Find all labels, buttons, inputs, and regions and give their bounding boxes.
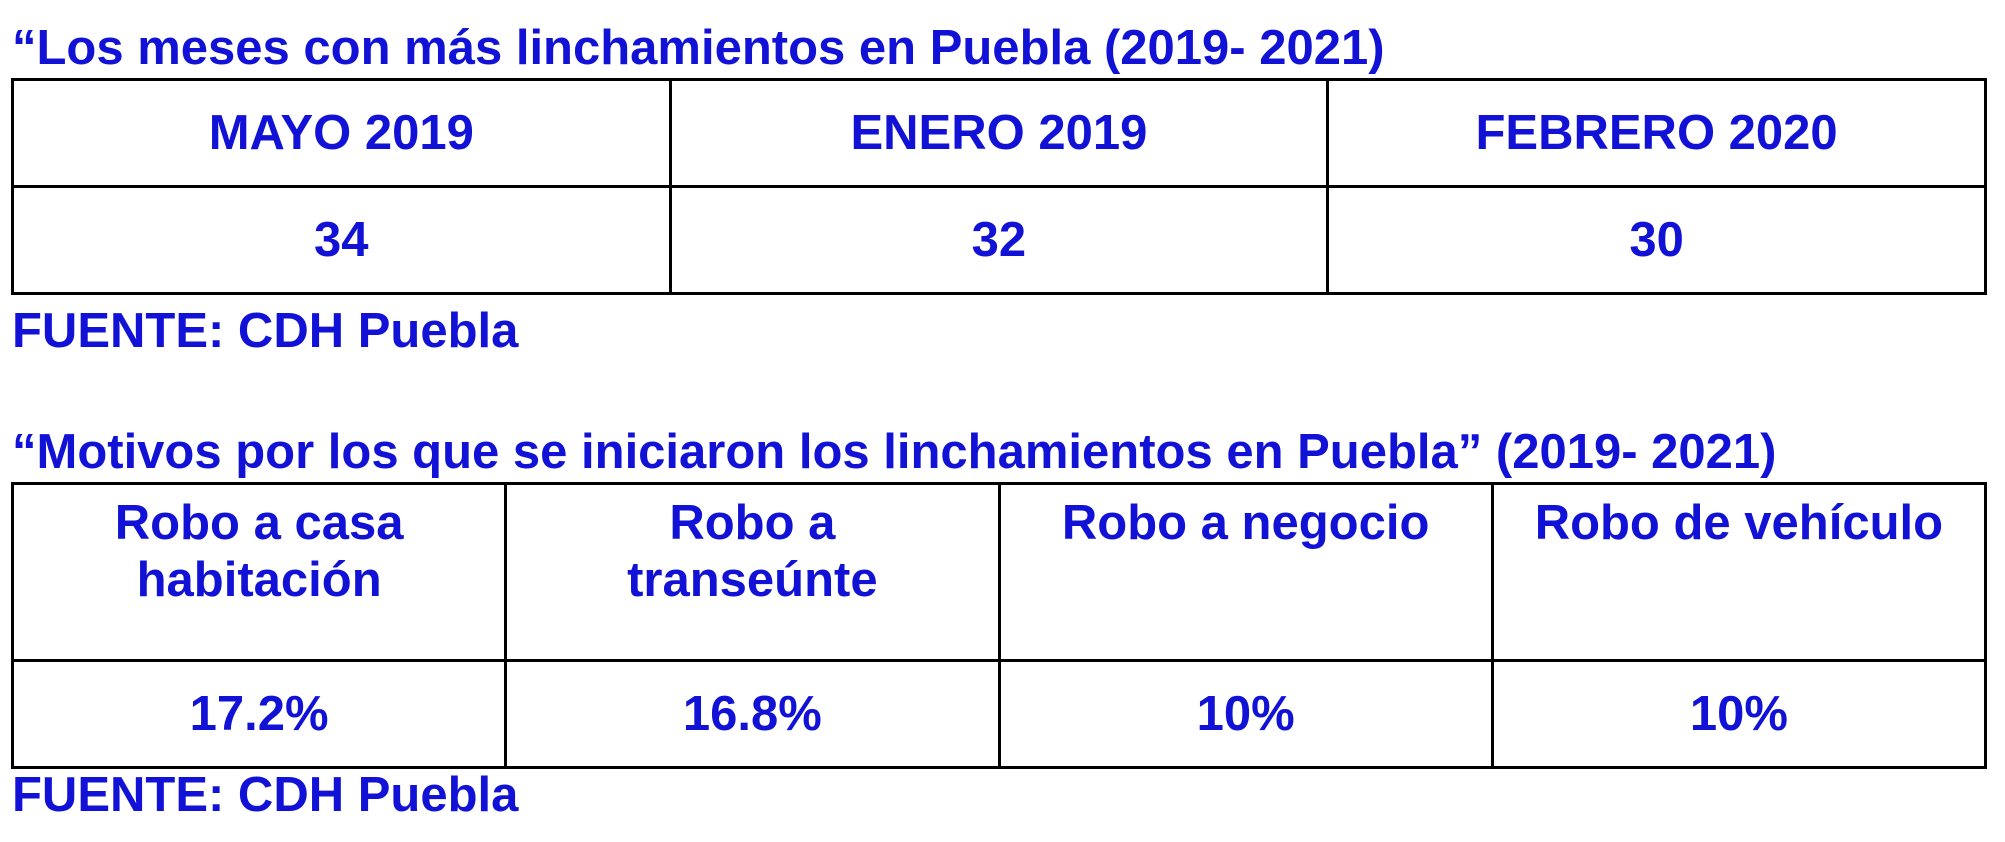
value-cell-house-robbery: 17.2%	[10, 659, 508, 769]
table1-title: “Los meses con más linchamientos en Pueb…	[12, 21, 1385, 75]
value-cell-business-robbery: 10%	[997, 659, 1494, 769]
table-header-row: MAYO 2019 ENERO 2019 FEBRERO 2020	[11, 78, 1987, 188]
header-line: Robo a casa	[114, 496, 404, 550]
value-cell-feb-2020: 30	[1326, 185, 1987, 295]
header-cell-business-robbery: Robo a negocio	[997, 482, 1494, 662]
header-cell-jan-2019: ENERO 2019	[668, 78, 1330, 188]
table2-source: FUENTE: CDH Puebla	[12, 768, 519, 822]
header-cell-may-2019: MAYO 2019	[11, 78, 672, 188]
header-cell-house-robbery: Robo a casa habitación	[10, 482, 508, 662]
header-line: Robo de vehículo	[1534, 496, 1944, 550]
motives-table: Robo a casa habitación Robo a transeúnte…	[10, 482, 1988, 769]
table-row: 34 32 30	[11, 185, 1987, 295]
header-line: habitación	[136, 553, 382, 607]
header-line: transeúnte	[627, 553, 878, 607]
value-cell-may-2019: 34	[11, 185, 672, 295]
header-line: Robo a negocio	[1061, 496, 1430, 550]
header-cell-feb-2020: FEBRERO 2020	[1326, 78, 1987, 188]
table-header-row: Robo a casa habitación Robo a transeúnte…	[10, 482, 1988, 662]
header-line: Robo a	[669, 496, 836, 550]
table1-source: FUENTE: CDH Puebla	[12, 304, 519, 358]
months-table: MAYO 2019 ENERO 2019 FEBRERO 2020 34 32 …	[11, 78, 1987, 295]
header-cell-vehicle-robbery: Robo de vehículo	[1490, 482, 1988, 662]
table2-title: “Motivos por los que se iniciaron los li…	[12, 425, 1777, 479]
value-cell-jan-2019: 32	[668, 185, 1330, 295]
header-cell-pedestrian-robbery: Robo a transeúnte	[504, 482, 1001, 662]
value-cell-vehicle-robbery: 10%	[1490, 659, 1988, 769]
table-row: 17.2% 16.8% 10% 10%	[10, 659, 1988, 769]
value-cell-pedestrian-robbery: 16.8%	[504, 659, 1001, 769]
